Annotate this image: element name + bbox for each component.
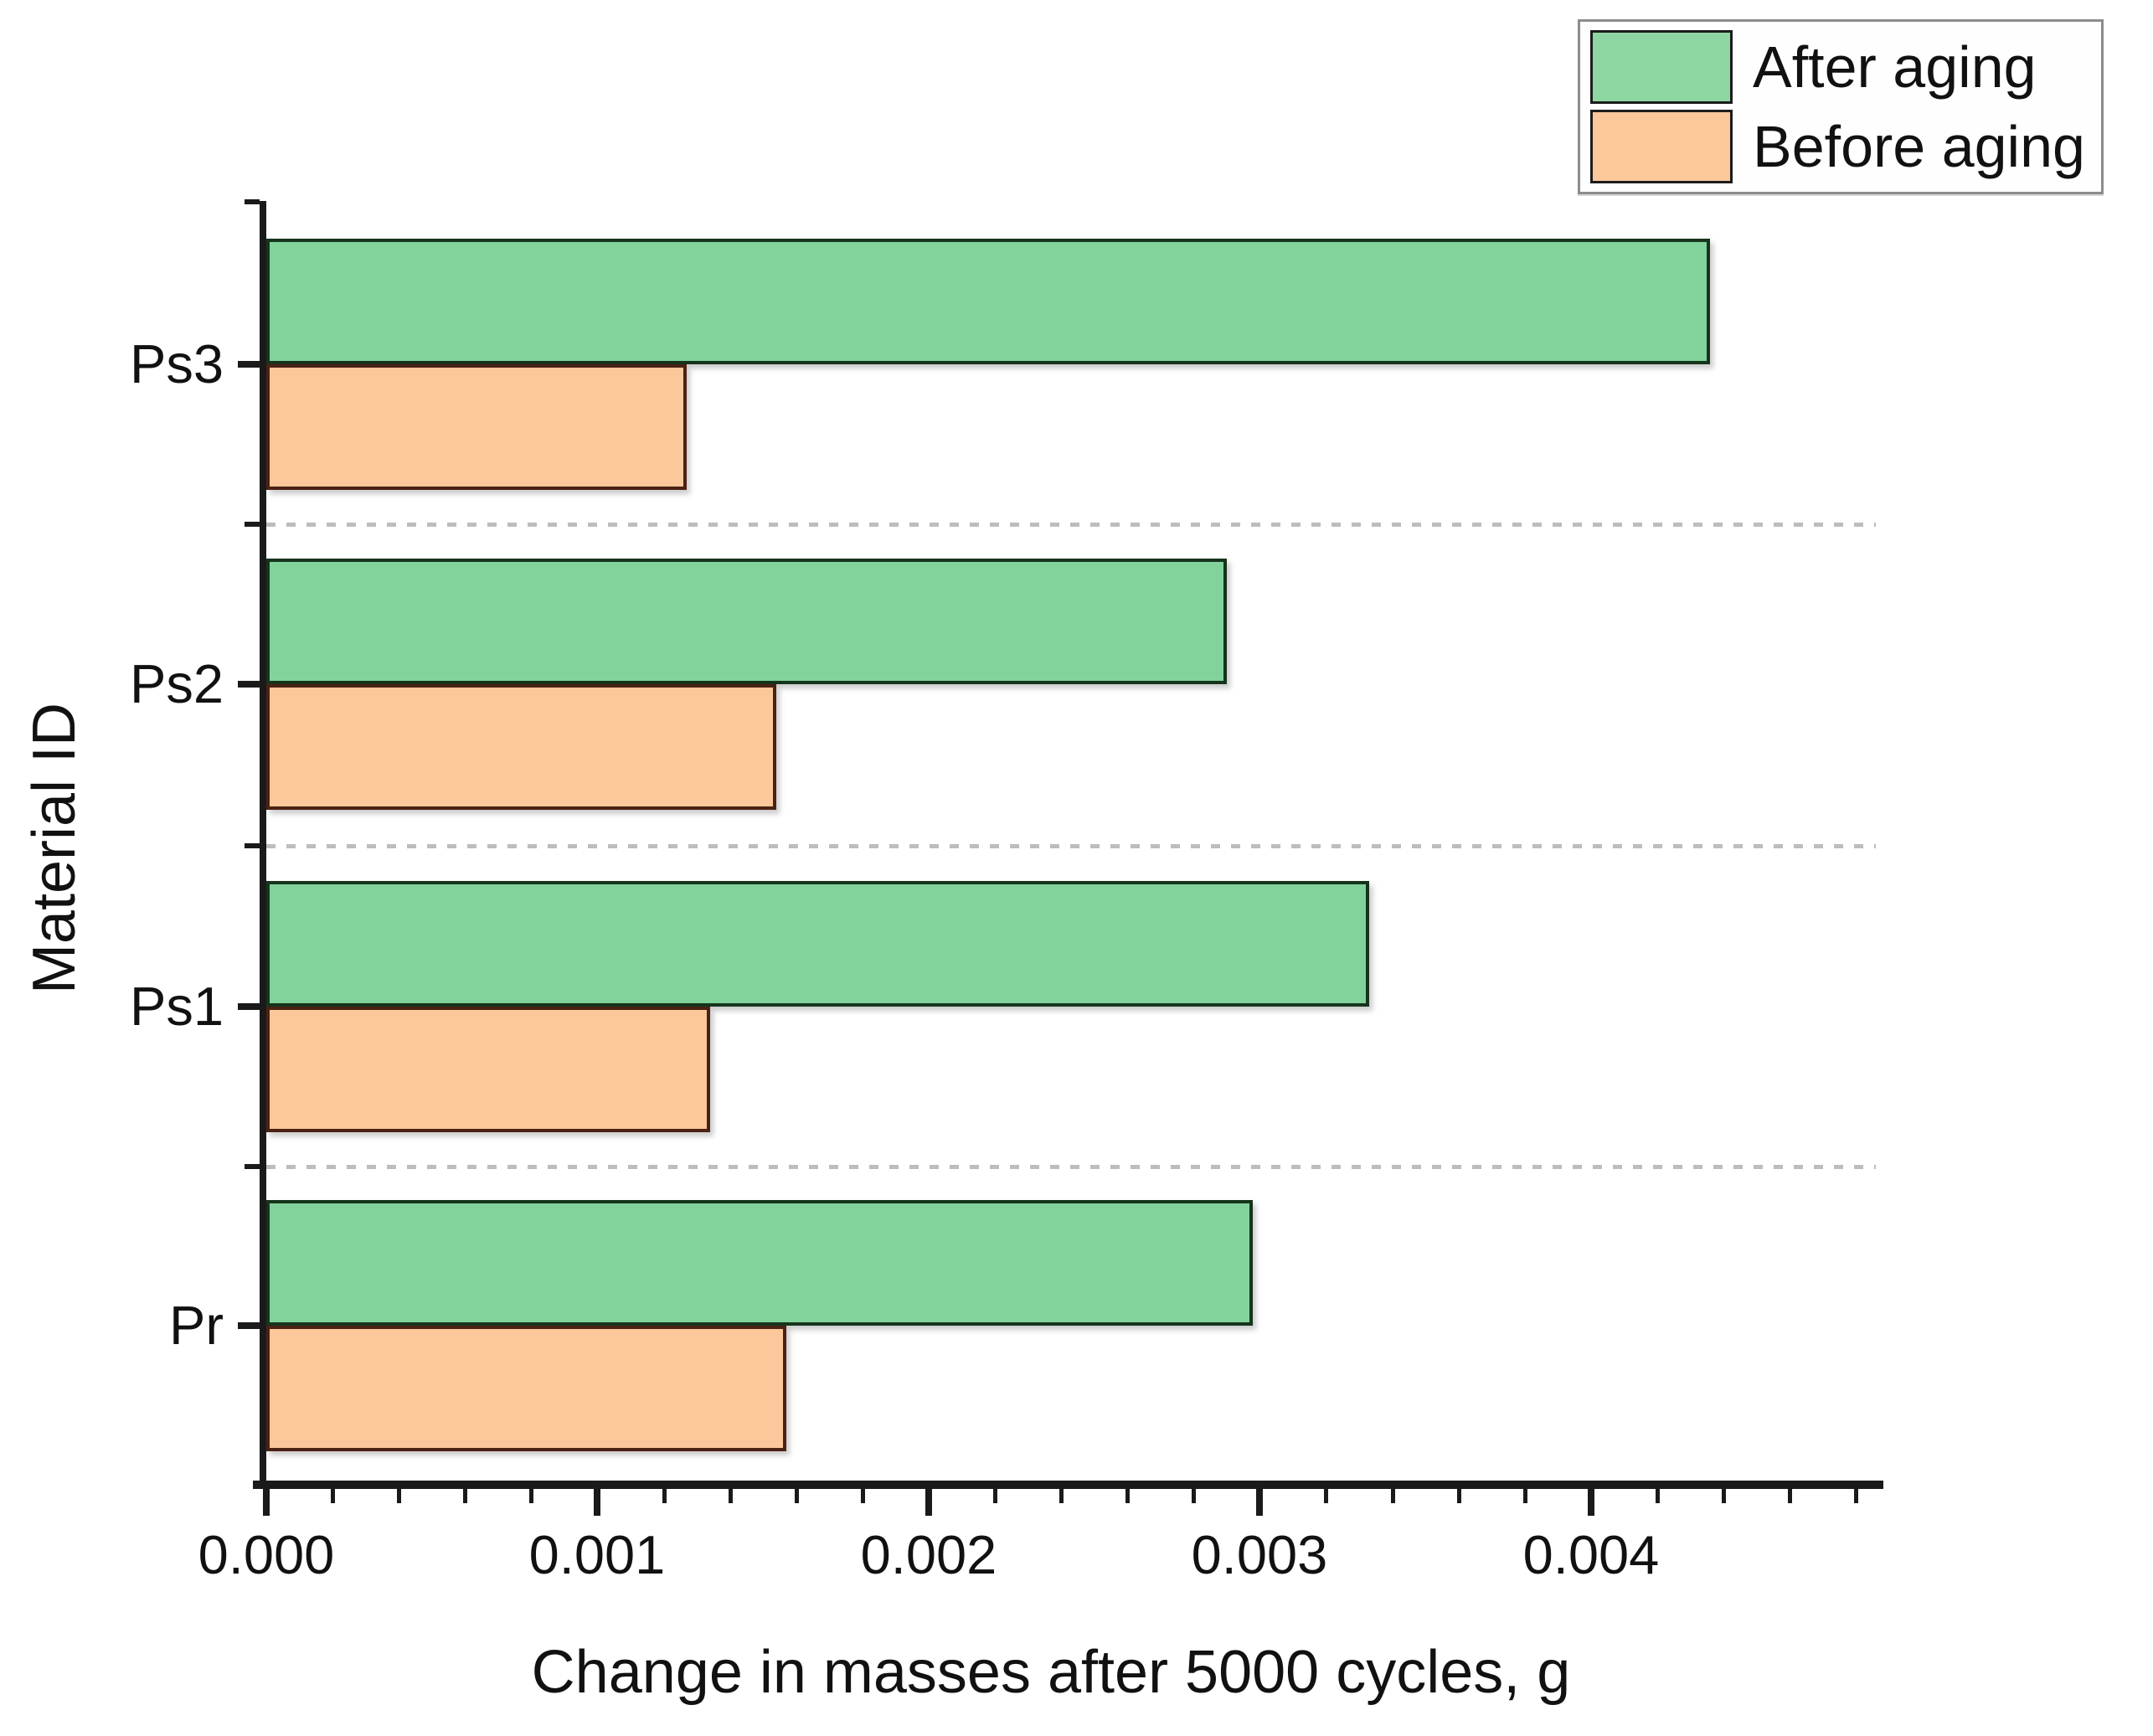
x-tick-label-0.002: 0.002 bbox=[860, 1524, 997, 1585]
y-tick-label-ps1: Ps1 bbox=[129, 976, 224, 1037]
before-aging-swatch-icon bbox=[1590, 110, 1733, 183]
x-minor-tick bbox=[1457, 1489, 1461, 1503]
bar-after-aging-ps3 bbox=[266, 239, 1710, 364]
y-minor-tick bbox=[245, 1164, 260, 1169]
bar-after-aging-ps2 bbox=[266, 559, 1227, 684]
x-tick-label-0.000: 0.000 bbox=[198, 1524, 335, 1585]
x-minor-tick bbox=[993, 1489, 997, 1503]
x-minor-tick bbox=[1788, 1489, 1792, 1503]
bar-before-aging-pr bbox=[266, 1326, 786, 1451]
y-minor-tick bbox=[245, 843, 260, 848]
bar-before-aging-ps2 bbox=[266, 684, 776, 810]
x-minor-tick bbox=[1192, 1489, 1196, 1503]
y-minor-tick bbox=[245, 522, 260, 527]
category-separator-line bbox=[266, 1165, 1876, 1169]
x-tick-label-0.003: 0.003 bbox=[1191, 1524, 1328, 1585]
y-axis-title: Material ID bbox=[21, 702, 88, 995]
y-major-tick bbox=[238, 1003, 260, 1010]
after-aging-swatch-icon bbox=[1590, 30, 1733, 104]
legend-row-after-aging: After aging bbox=[1590, 30, 2091, 104]
x-minor-tick bbox=[1656, 1489, 1660, 1503]
x-minor-tick bbox=[861, 1489, 865, 1503]
x-minor-tick bbox=[1391, 1489, 1395, 1503]
x-major-tick bbox=[1256, 1489, 1263, 1516]
bar-after-aging-ps1 bbox=[266, 881, 1369, 1007]
x-minor-tick bbox=[662, 1489, 667, 1503]
x-minor-tick bbox=[463, 1489, 467, 1503]
x-major-tick bbox=[263, 1489, 270, 1516]
bar-before-aging-ps3 bbox=[266, 364, 687, 490]
x-major-tick bbox=[594, 1489, 600, 1516]
x-axis-line bbox=[253, 1481, 1883, 1489]
x-major-tick bbox=[1588, 1489, 1594, 1516]
y-tick-label-pr: Pr bbox=[169, 1295, 224, 1356]
y-major-tick bbox=[238, 361, 260, 368]
x-axis-title: Change in masses after 5000 cycles, g bbox=[531, 1639, 1571, 1706]
x-minor-tick bbox=[795, 1489, 799, 1503]
y-major-tick bbox=[238, 681, 260, 688]
x-minor-tick bbox=[1059, 1489, 1064, 1503]
bar-after-aging-pr bbox=[266, 1200, 1253, 1326]
y-minor-tick bbox=[245, 199, 260, 204]
y-tick-label-ps2: Ps2 bbox=[129, 653, 224, 714]
bar-before-aging-ps1 bbox=[266, 1007, 710, 1132]
x-minor-tick bbox=[729, 1489, 733, 1503]
x-minor-tick bbox=[1722, 1489, 1726, 1503]
x-minor-tick bbox=[1324, 1489, 1328, 1503]
category-separator-line bbox=[266, 523, 1876, 527]
x-major-tick bbox=[925, 1489, 932, 1516]
x-tick-label-0.001: 0.001 bbox=[528, 1524, 666, 1585]
y-major-tick bbox=[238, 1322, 260, 1329]
x-minor-tick bbox=[1523, 1489, 1527, 1503]
x-minor-tick bbox=[529, 1489, 533, 1503]
x-minor-tick bbox=[1125, 1489, 1130, 1503]
x-tick-label-0.004: 0.004 bbox=[1522, 1524, 1660, 1585]
y-axis-line bbox=[260, 201, 266, 1489]
x-minor-tick bbox=[1854, 1489, 1858, 1503]
x-minor-tick bbox=[397, 1489, 401, 1503]
legend-box: After aging Before aging bbox=[1578, 19, 2104, 194]
legend-label-after-aging: After aging bbox=[1753, 34, 2037, 100]
x-minor-tick bbox=[331, 1489, 335, 1503]
y-tick-label-ps3: Ps3 bbox=[129, 333, 224, 394]
legend-row-before-aging: Before aging bbox=[1590, 110, 2091, 183]
legend-label-before-aging: Before aging bbox=[1753, 114, 2085, 179]
category-separator-line bbox=[266, 844, 1876, 848]
